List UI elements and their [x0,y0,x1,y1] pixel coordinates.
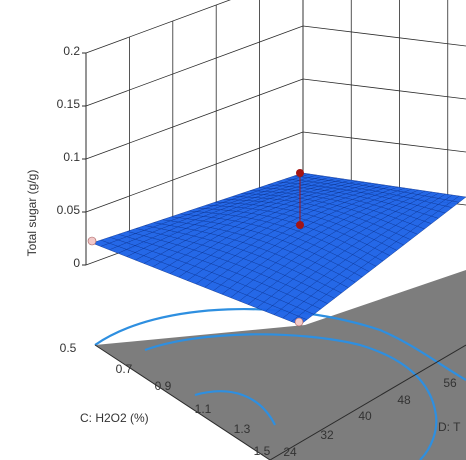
wall-grid-line [85,25,304,107]
y-tick-label: 32 [320,428,334,442]
z-tick-label: 0.1 [63,150,80,164]
surface-mesh-line [299,196,466,326]
y-tick-label: 56 [443,376,457,390]
design-point [87,236,97,246]
contour-line [194,390,276,426]
z-axis-title: Total sugar (g/g) [25,170,39,257]
contour-line [94,307,466,381]
wall-grid-line [85,131,304,213]
response-surface [91,172,466,326]
z-tick-label: 0.2 [63,44,80,58]
surface-mesh-line [291,195,460,322]
y-axis-title: D: T [438,420,461,434]
surface-mesh-line [282,194,453,319]
surface-mesh-line [294,175,460,203]
z-tick-label: 0.15 [57,97,81,111]
wall-grid-line [302,131,466,153]
y-tick-label: 48 [397,393,411,407]
wall-grid-line [85,0,231,54]
design-point [296,169,304,177]
surface-mesh-line [273,193,446,315]
surface-mesh-line [302,172,466,198]
x-tick-label: 1.1 [195,402,212,416]
y-axis: 24 32 40 48 56 [283,376,457,459]
z-tick-label: 0.05 [57,203,81,217]
x-tick-label: 0.5 [60,341,77,355]
surface-mesh-line [276,181,446,214]
y-tick-label: 24 [283,445,297,459]
wall-grid-line [85,78,304,160]
y-tick-label: 40 [358,409,372,423]
x-tick-label: 1.5 [254,444,271,458]
x-tick-label: 1.3 [234,422,251,436]
z-tick-label: 0 [73,256,80,270]
design-points [87,169,304,327]
wall-grid-line [302,78,466,100]
contour-line [144,333,438,460]
design-point [296,221,304,229]
x-tick-label: 0.9 [155,379,172,393]
surface-mesh-line [285,178,453,208]
x-axis-line [94,344,271,460]
wall-grid-line [302,25,466,47]
y-axis-line [269,344,466,460]
z-axis: 0.2 0.15 0.1 0.05 0 [57,44,81,270]
x-axis-title: C: H2O2 (%) [80,411,149,425]
floor-contours [94,307,466,460]
x-tick-label: 0.7 [116,362,133,376]
design-point [294,317,304,327]
contour-floor [95,270,466,460]
surface-mesh-line [267,184,439,219]
x-axis: 0.5 0.7 0.9 1.1 1.3 1.5 [60,341,271,458]
